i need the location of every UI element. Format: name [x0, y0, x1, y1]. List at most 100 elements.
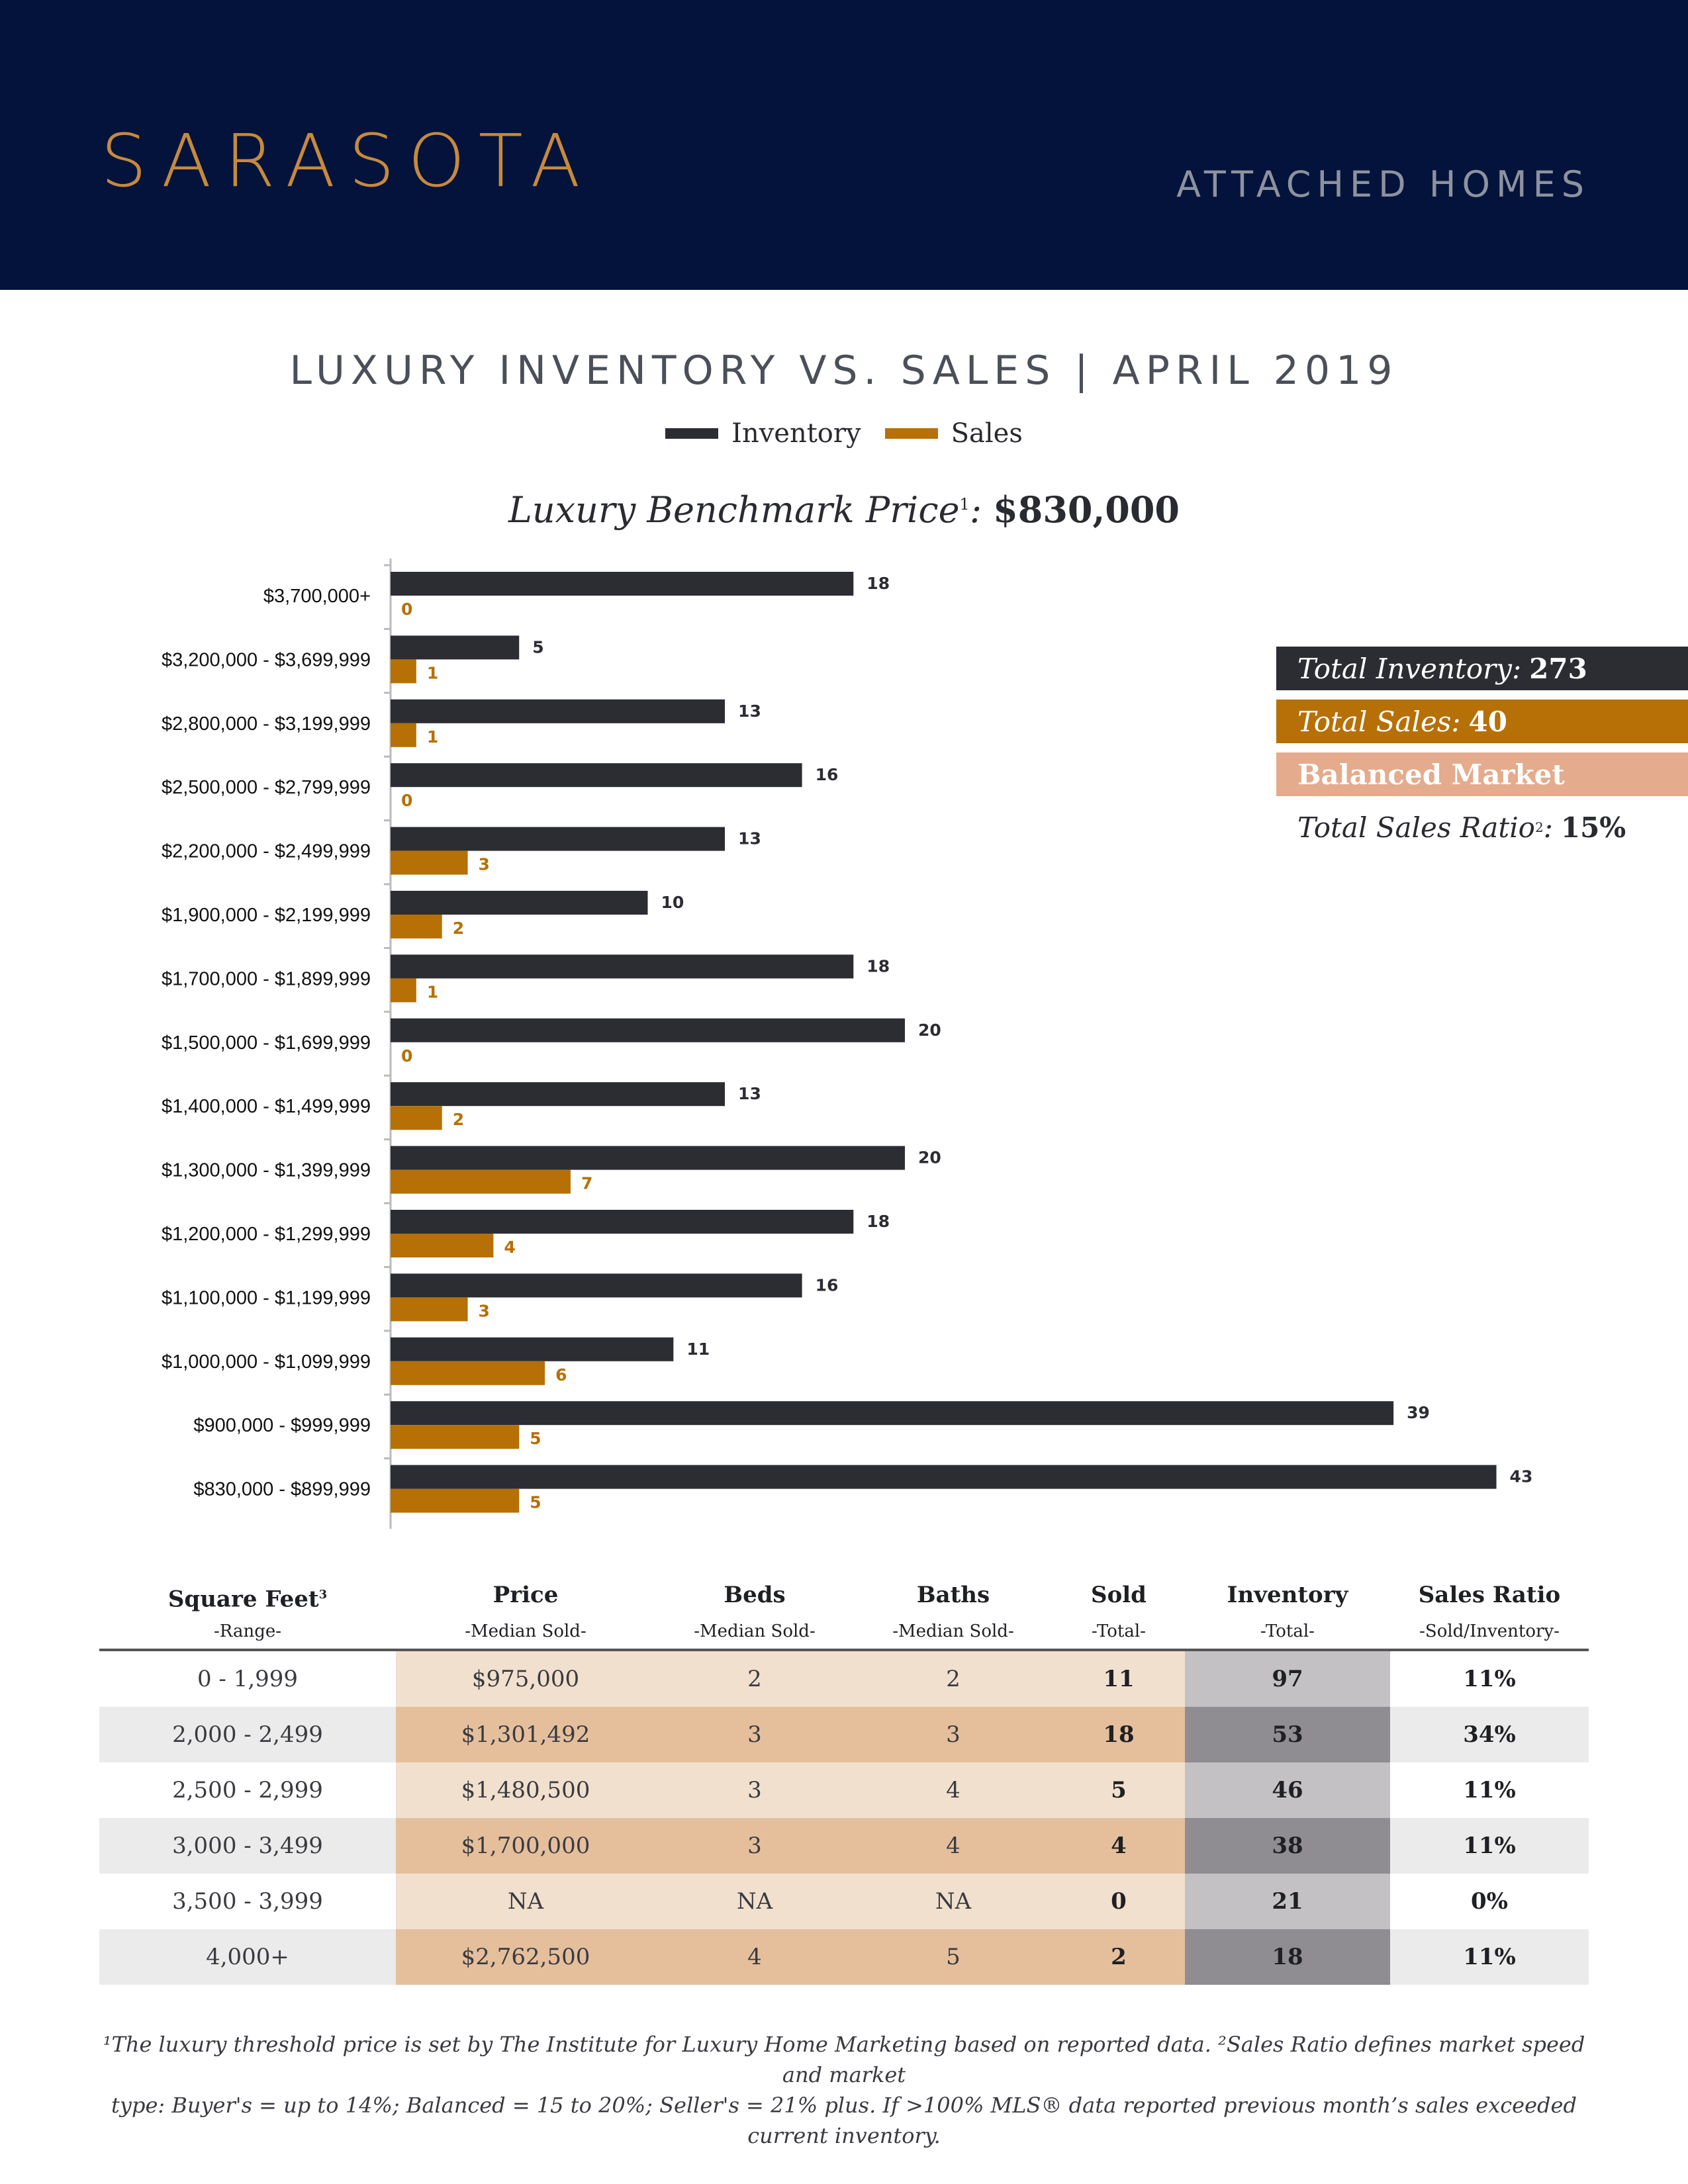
page-header: SARASOTA ATTACHED HOMES	[0, 0, 1688, 290]
data-label-inventory: 18	[867, 1212, 890, 1231]
bar-inventory	[391, 891, 648, 915]
bar-sales	[391, 1169, 571, 1194]
bar-sales	[391, 1234, 494, 1257]
cell-ratio: 34%	[1390, 1707, 1589, 1762]
table-row: 0 - 1,999 $975,000 2 2 11 97 11%	[99, 1651, 1589, 1707]
cell-beds: 3	[655, 1818, 854, 1874]
data-label-inventory: 5	[532, 637, 543, 657]
cell-baths: 5	[854, 1929, 1053, 1985]
category-label: $2,200,000 - $2,499,999	[162, 841, 371, 862]
bar-inventory	[391, 635, 520, 660]
column-header-beds: Beds -Median Sold-	[655, 1578, 854, 1645]
bar-sales	[391, 1361, 545, 1385]
data-label-inventory: 16	[816, 1275, 839, 1295]
data-label-inventory: 18	[867, 574, 890, 593]
chart-title: LUXURY INVENTORY VS. SALES | APRIL 2019	[289, 347, 1399, 394]
data-label-inventory: 18	[867, 956, 890, 976]
total-sales-label: Total Sales:	[1297, 705, 1461, 738]
category-label: $830,000 - $899,999	[193, 1479, 371, 1500]
bar-sales	[391, 659, 416, 684]
cell-range: 0 - 1,999	[99, 1651, 396, 1707]
category-label: $3,700,000+	[263, 586, 371, 607]
column-subtitle: -Median Sold-	[892, 1621, 1014, 1641]
cell-price: $975,000	[396, 1651, 655, 1707]
benchmark-footnote-mark: 1	[959, 495, 970, 514]
data-label-sales: 0	[401, 600, 412, 619]
cell-ratio: 11%	[1390, 1762, 1589, 1818]
column-header-ratio: Sales Ratio -Sold/Inventory-	[1390, 1578, 1589, 1645]
cell-ratio: 0%	[1390, 1874, 1589, 1929]
column-subtitle: -Total-	[1260, 1621, 1315, 1641]
cell-beds: 2	[655, 1651, 854, 1707]
category-label: $1,700,000 - $1,899,999	[162, 968, 371, 989]
legend-item-sales: Sales	[884, 418, 1023, 449]
cell-baths: 3	[854, 1707, 1053, 1762]
cell-sold: 0	[1053, 1874, 1185, 1929]
cell-inventory: 46	[1185, 1762, 1390, 1818]
bar-inventory	[391, 699, 726, 723]
bar-inventory	[391, 954, 854, 979]
cell-price: $2,762,500	[396, 1929, 655, 1985]
cell-price: $1,301,492	[396, 1707, 655, 1762]
cell-inventory: 21	[1185, 1874, 1390, 1929]
footnote-line-1: ¹The luxury threshold price is set by Th…	[103, 2032, 1585, 2087]
cell-baths: 4	[854, 1762, 1053, 1818]
data-label-sales: 3	[479, 855, 490, 874]
cell-price: $1,480,500	[396, 1762, 655, 1818]
cell-sold: 4	[1053, 1818, 1185, 1874]
cell-ratio: 11%	[1390, 1818, 1589, 1874]
column-header-price: Price -Median Sold-	[396, 1578, 655, 1645]
inventory-sales-chart: $3,700,000+ 18 0 $3,200,000 - $3,699,999 5 1 $…	[162, 559, 1533, 1529]
benchmark-price: Luxury Benchmark Price1: $830,000	[0, 488, 1688, 531]
cell-range: 2,000 - 2,499	[99, 1707, 396, 1762]
cell-baths: NA	[854, 1874, 1053, 1929]
cell-beds: NA	[655, 1874, 854, 1929]
cell-ratio: 11%	[1390, 1929, 1589, 1985]
category-label: $1,000,000 - $1,099,999	[162, 1351, 371, 1373]
category-label: $1,400,000 - $1,499,999	[162, 1096, 371, 1117]
table-row: 4,000+ $2,762,500 4 5 2 18 11%	[99, 1929, 1589, 1985]
legend-swatch-sales	[884, 428, 938, 439]
cell-price: $1,700,000	[396, 1818, 655, 1874]
bar-sales	[391, 723, 416, 747]
column-title: Price	[492, 1582, 559, 1608]
column-title: Inventory	[1227, 1582, 1348, 1608]
column-footnote-mark: 3	[318, 1588, 328, 1602]
legend-item-inventory: Inventory	[665, 418, 861, 449]
cell-sold: 5	[1053, 1762, 1185, 1818]
data-label-inventory: 20	[918, 1148, 941, 1167]
table-header: Square Feet3 -Range- Price -Median Sold- Bed…	[99, 1578, 1589, 1651]
data-label-sales: 3	[479, 1301, 490, 1320]
data-label-sales: 1	[427, 982, 438, 1001]
cell-beds: 4	[655, 1929, 854, 1985]
category-label: $1,500,000 - $1,699,999	[162, 1032, 371, 1054]
category-label: $1,300,000 - $1,399,999	[162, 1160, 371, 1181]
benchmark-label: Luxury Benchmark Price	[508, 489, 960, 531]
data-label-sales: 1	[427, 663, 438, 682]
column-header-range: Square Feet3 -Range-	[99, 1578, 396, 1645]
bar-inventory	[391, 763, 802, 788]
column-title: Sales Ratio	[1418, 1582, 1561, 1608]
category-label: $1,100,000 - $1,199,999	[162, 1287, 371, 1308]
data-label-inventory: 20	[918, 1021, 941, 1040]
data-label-inventory: 39	[1407, 1403, 1430, 1422]
table-row: 3,000 - 3,499 $1,700,000 3 4 4 38 11%	[99, 1818, 1589, 1874]
bar-inventory	[391, 827, 726, 851]
column-header-inventory: Inventory -Total-	[1185, 1578, 1390, 1645]
stats-table: Square Feet3 -Range- Price -Median Sold- Bed…	[99, 1578, 1589, 1985]
cell-baths: 2	[854, 1651, 1053, 1707]
cell-price: NA	[396, 1874, 655, 1929]
table-row: 2,500 - 2,999 $1,480,500 3 4 5 46 11%	[99, 1762, 1589, 1818]
column-header-baths: Baths -Median Sold-	[854, 1578, 1053, 1645]
bar-sales	[391, 1488, 520, 1513]
benchmark-value: $830,000	[993, 488, 1180, 531]
chart-legend: Inventory Sales	[0, 418, 1688, 449]
sales-ratio-footnote-mark: 2	[1534, 819, 1544, 835]
data-label-inventory: 43	[1510, 1467, 1533, 1486]
column-subtitle: -Median Sold-	[465, 1621, 586, 1641]
bar-inventory	[391, 1210, 854, 1234]
cell-ratio: 11%	[1390, 1651, 1589, 1707]
bar-sales	[391, 1106, 442, 1130]
category-label: $2,800,000 - $3,199,999	[162, 713, 371, 735]
segment-title: ATTACHED HOMES	[1176, 163, 1590, 205]
